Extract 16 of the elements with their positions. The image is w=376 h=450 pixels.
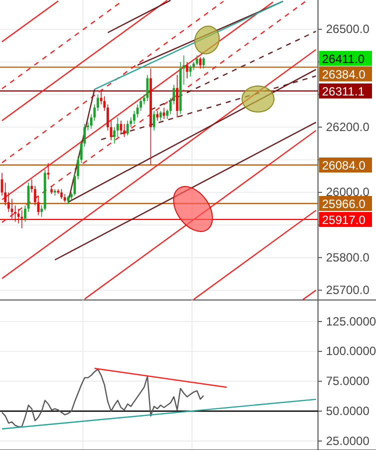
y-tick-label: 100.0000: [326, 344, 376, 358]
y-tick-label: 25700.0: [326, 283, 370, 298]
y-tick-label: 26200.0: [326, 120, 370, 134]
y-tick-label: 26500.0: [326, 22, 370, 36]
ref-line-label: 26311.1: [322, 84, 365, 98]
y-tick-label: 50.0000: [326, 404, 370, 418]
text: 26411.0: [322, 52, 365, 66]
y-tick-label: 25.0000: [326, 434, 370, 448]
y-tick-label: 75.0000: [326, 374, 370, 388]
y-tick-label: 125.0000: [326, 314, 376, 328]
y-tick-label: 25800.0: [326, 250, 370, 264]
ref-line-label: 25966.0: [322, 196, 366, 211]
ref-line-label: 26384.0: [322, 67, 366, 82]
y-tick-label: 26000.0: [326, 185, 370, 200]
ref-line-label: 25917.0: [322, 212, 366, 227]
ref-line-label: 26084.0: [322, 158, 366, 172]
